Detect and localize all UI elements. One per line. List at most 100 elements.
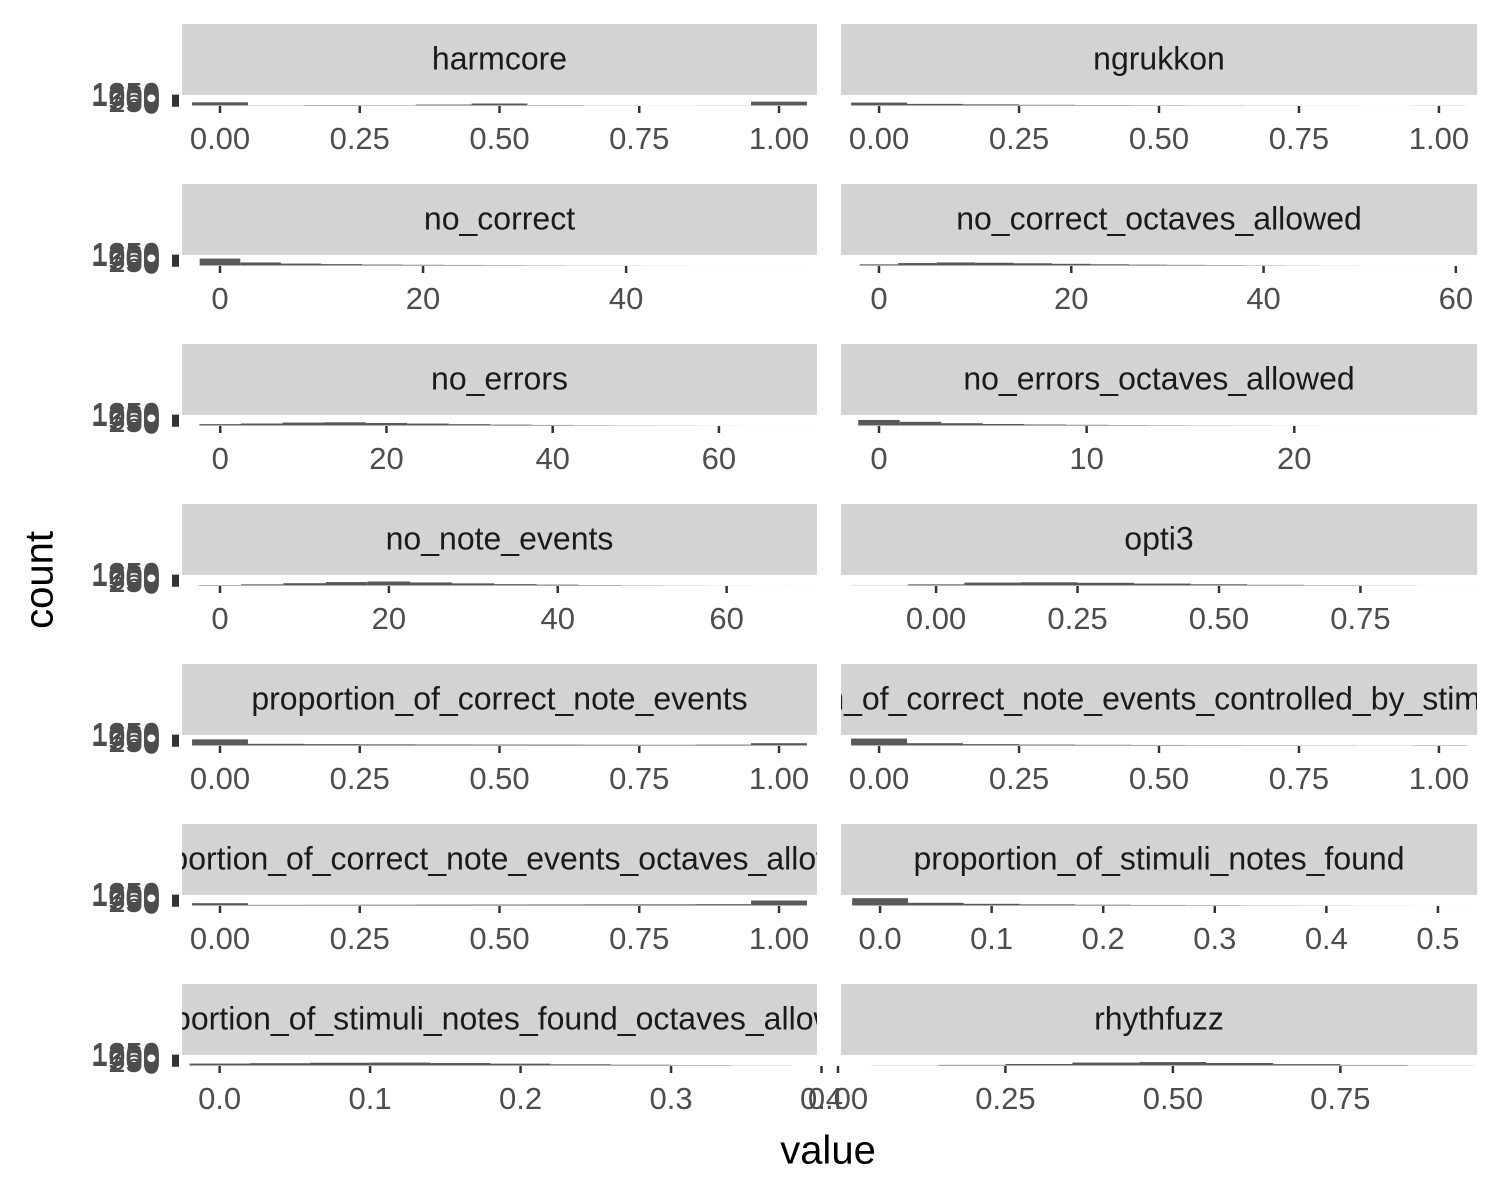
x-tick-label: 0.50: [469, 121, 529, 156]
bars: [199, 422, 817, 426]
x-tick-label: 0.00: [190, 121, 250, 156]
bar: [309, 1062, 371, 1066]
bar: [240, 262, 281, 266]
facet-title: opti3: [1124, 520, 1193, 556]
y-tick-label: 1000: [91, 878, 160, 913]
y-tick-label: 500: [108, 1042, 160, 1077]
y-tick-label: 1250: [91, 716, 160, 751]
y-tick-label: 1000: [91, 558, 160, 593]
x-tick-label: 10: [1069, 441, 1103, 476]
y-tick-label: 0: [143, 566, 160, 601]
bar: [192, 903, 248, 906]
facet-strip: [841, 504, 1477, 575]
y-tick-label: 1000: [91, 398, 160, 433]
bar: [907, 584, 965, 586]
facet-strip: [841, 824, 1477, 895]
bar: [1090, 264, 1129, 266]
bars: [852, 898, 1466, 906]
y-tick-label: 750: [108, 1040, 160, 1075]
y-tick-label: 500: [108, 82, 160, 117]
bars: [192, 900, 807, 906]
bar: [583, 904, 640, 906]
bars: [859, 262, 1476, 266]
bar: [370, 1062, 431, 1066]
bars: [192, 739, 807, 746]
bar: [936, 262, 976, 266]
facet-title: proportion_of_correct_note_events: [251, 680, 747, 716]
bar: [1075, 904, 1132, 906]
y-tick-label: 0: [143, 246, 160, 281]
bar: [490, 1063, 551, 1066]
bar: [907, 103, 964, 106]
y-tick-label: 1000: [91, 1038, 160, 1073]
x-tick-label: 0.1: [970, 921, 1013, 956]
bar: [199, 424, 242, 426]
x-tick-label: 0.25: [330, 761, 390, 796]
bars: [851, 582, 1474, 586]
bar: [471, 904, 528, 906]
x-tick-label: 0.75: [609, 761, 669, 796]
bar: [851, 738, 908, 746]
bar: [907, 743, 964, 746]
facet: no_errors_octaves_allowed 0 10 20: [841, 344, 1477, 476]
bar: [1024, 424, 1066, 426]
bars: [192, 101, 807, 106]
y-tick-label: 750: [108, 880, 160, 915]
x-tick-label: 0.75: [1269, 121, 1329, 156]
x-tick-label: 0.25: [1047, 601, 1107, 636]
x-tick-label: 0.0: [858, 921, 901, 956]
bar: [751, 101, 807, 106]
x-tick-label: 0.2: [499, 1081, 542, 1116]
bars: [851, 102, 1467, 106]
y-tick-label: 1250: [91, 236, 160, 271]
y-tick-label: 250: [108, 724, 160, 759]
x-tick-label: 0.50: [1129, 761, 1189, 796]
bar: [448, 424, 491, 426]
y-tick-label: 500: [108, 562, 160, 597]
x-tick-label: 0.25: [330, 121, 390, 156]
facet: ngrukkon 0.00 0.25 0.50 0.75 1.00: [841, 24, 1477, 156]
bar: [362, 264, 403, 266]
facet-title: no_note_events: [386, 520, 614, 556]
bar: [247, 904, 304, 906]
x-tick-label: 0.2: [1082, 921, 1125, 956]
bar: [367, 581, 410, 586]
bar: [282, 422, 325, 426]
y-tick-label: 1250: [91, 396, 160, 431]
x-tick-label: 0.50: [1143, 1081, 1203, 1116]
bar: [963, 104, 1020, 106]
y-tick-label: 500: [108, 722, 160, 757]
facet-strip: [841, 24, 1477, 95]
bar: [536, 584, 579, 586]
bar: [1131, 744, 1187, 746]
facet: rhythfuzz 0.00 0.25 0.50 0.75: [808, 984, 1477, 1116]
x-tick-label: 0.00: [906, 601, 966, 636]
facet-title: no_errors: [431, 360, 568, 396]
bar: [1190, 584, 1248, 586]
bar: [1273, 1064, 1341, 1066]
bar: [941, 423, 983, 426]
bar: [241, 423, 283, 426]
facet-strip: [182, 24, 817, 95]
bar: [1005, 1063, 1073, 1066]
bar: [899, 421, 942, 426]
facet-title: no_errors_octaves_allowed: [963, 360, 1354, 396]
facet: proportion_of_correct_note_events_octave…: [91, 824, 817, 956]
x-tick-label: 0: [870, 281, 887, 316]
bar: [1065, 424, 1108, 426]
bar: [324, 422, 366, 426]
bar: [751, 743, 807, 746]
facet-strip: [841, 664, 1477, 735]
facet: opti3 0.00 0.25 0.50 0.75: [841, 504, 1477, 636]
x-tick-label: 0.50: [469, 921, 529, 956]
bars: [189, 1062, 792, 1066]
x-tick-label: 0.3: [1193, 921, 1236, 956]
x-tick-label: 0.25: [989, 121, 1049, 156]
x-tick-label: 40: [1246, 281, 1280, 316]
bar: [1019, 104, 1076, 106]
bar: [1139, 1062, 1207, 1066]
bar: [963, 744, 1020, 746]
x-tick-label: 0.75: [1269, 761, 1329, 796]
x-tick-label: 0: [212, 441, 229, 476]
